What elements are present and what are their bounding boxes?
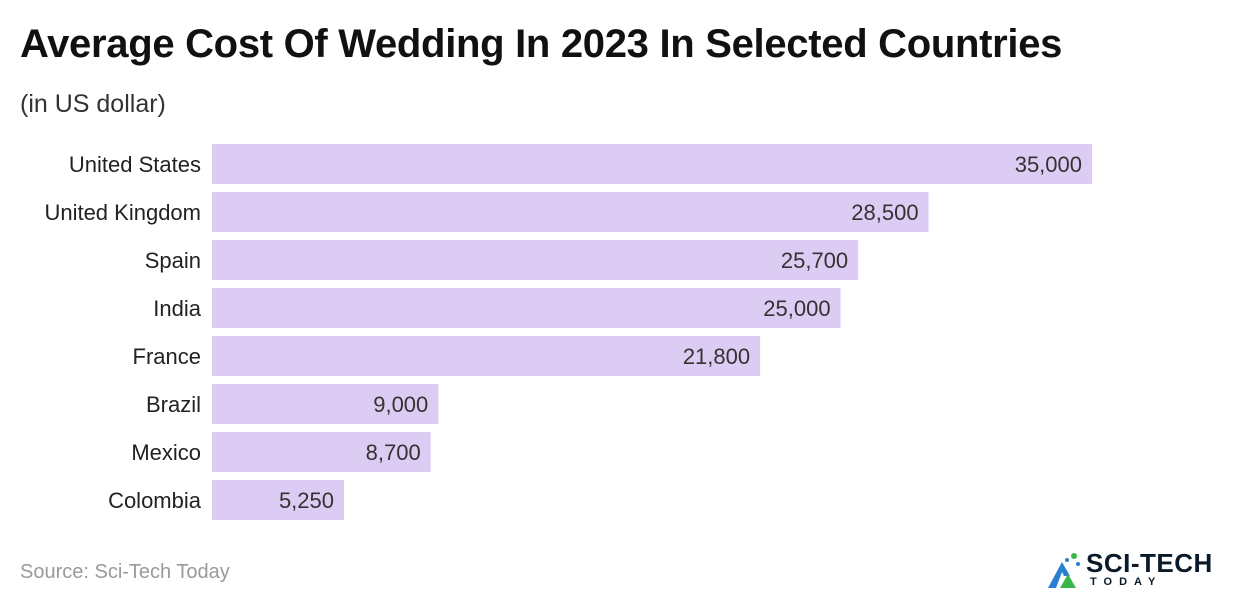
value-label: 5,250 (279, 488, 334, 513)
value-label: 25,700 (781, 248, 848, 273)
value-label: 21,800 (683, 344, 750, 369)
bar-united-states (212, 144, 1092, 184)
category-label: Mexico (131, 440, 201, 465)
value-label: 25,000 (763, 296, 830, 321)
category-label: India (153, 296, 201, 321)
category-label: United States (69, 152, 201, 177)
chart-subtitle: (in US dollar) (20, 90, 166, 118)
category-label: France (133, 344, 201, 369)
bar-united-kingdom (212, 192, 929, 232)
logo-tagline: TODAY (1090, 576, 1163, 588)
bar-colombia (212, 480, 344, 520)
category-label: Spain (145, 248, 201, 273)
value-label: 28,500 (851, 200, 918, 225)
bar-mexico (212, 432, 431, 472)
category-label: Brazil (146, 392, 201, 417)
bar-france (212, 336, 761, 376)
category-label: United Kingdom (44, 200, 201, 225)
value-label: 35,000 (1015, 152, 1082, 177)
value-label: 8,700 (366, 440, 421, 465)
bar-chart: United States 35,000 United Kingdom 28,500 S… (44, 144, 1092, 520)
category-label: Colombia (108, 488, 202, 513)
value-label: 9,000 (373, 392, 428, 417)
bar-spain (212, 240, 859, 280)
bar-india (212, 288, 841, 328)
sci-tech-logo-icon (1048, 553, 1080, 588)
sci-tech-logo: SCI-TECH TODAY (1046, 546, 1222, 592)
chart-title: Average Cost Of Wedding In 2023 In Selec… (20, 22, 1063, 66)
source-note: Source: Sci-Tech Today (20, 561, 230, 583)
bar-brazil (212, 384, 439, 424)
logo-name: SCI-TECH (1086, 548, 1213, 578)
